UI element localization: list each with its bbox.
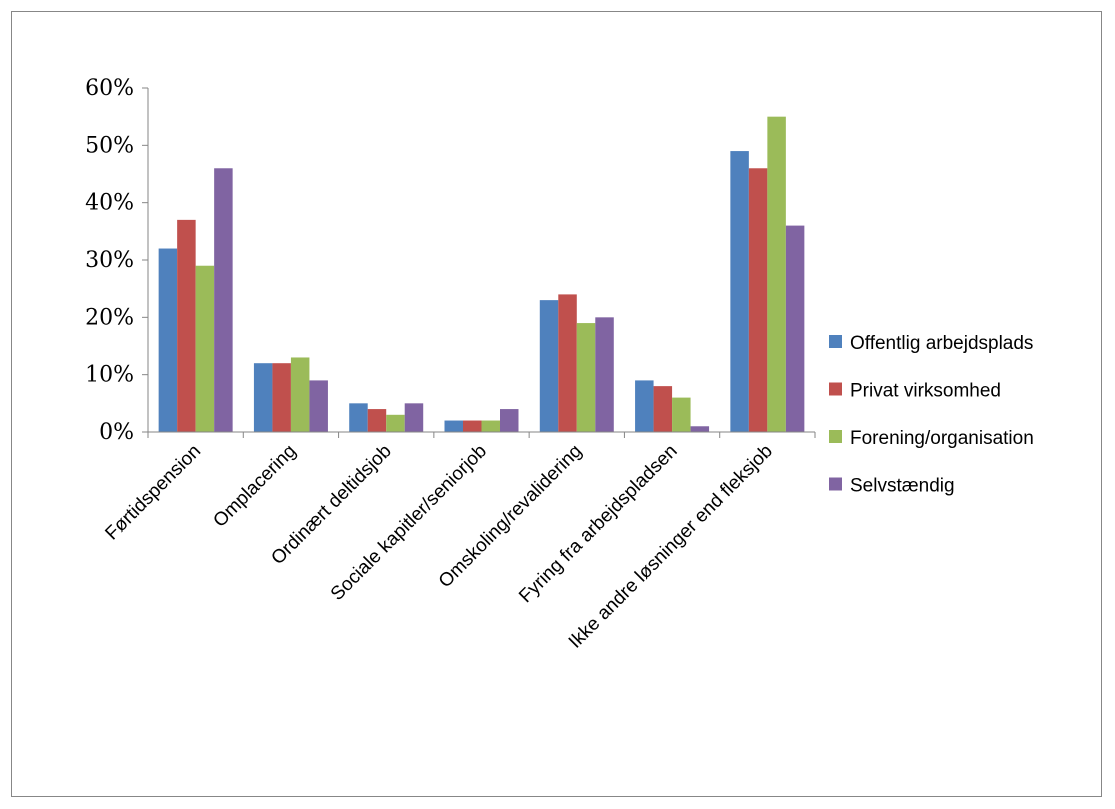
bar: [253, 363, 273, 432]
bar: [595, 317, 614, 432]
bar: [272, 363, 291, 432]
category-label: Fyring fra arbejdspladsen: [515, 441, 681, 607]
bar: [500, 409, 519, 432]
bar: [748, 168, 768, 432]
category-label: Omplacering: [209, 441, 300, 532]
bar: [309, 380, 328, 432]
bar: [653, 386, 673, 432]
y-tick-label: 20%: [85, 305, 134, 330]
bar: [404, 403, 424, 432]
bar: [576, 323, 596, 432]
bar: [195, 265, 215, 432]
legend-label: Forening/organisation: [850, 428, 1034, 449]
bar: [290, 357, 310, 432]
bar: [463, 420, 482, 432]
bar: [158, 248, 178, 432]
y-tick-label: 30%: [85, 248, 134, 273]
bar: [767, 116, 786, 433]
bar: [730, 151, 749, 432]
legend-swatch: [829, 382, 842, 396]
bar: [635, 380, 654, 432]
y-tick-label: 10%: [85, 363, 134, 388]
bar: [672, 397, 691, 432]
bar: [177, 219, 196, 432]
bar: [214, 168, 233, 432]
bar: [481, 420, 500, 432]
legend: Offentlig arbejdsplads Privat virksomhed F…: [829, 333, 1034, 497]
bar: [349, 403, 368, 432]
category-label: Ikke andre løsninger end fleksjob: [565, 441, 777, 653]
bars: [158, 116, 805, 433]
bar: [539, 300, 559, 432]
chart-frame: 0% 10% 20% 30% 40% 50% 60% Førtidspension Ompla…: [11, 11, 1102, 797]
legend-swatch: [829, 477, 842, 491]
legend-label: Privat virksomhed: [850, 381, 1001, 402]
legend-swatch: [829, 335, 842, 348]
legend-label: Offentlig arbejdsplads: [850, 333, 1033, 354]
bar: [785, 225, 805, 432]
y-axis: 0% 10% 20% 30% 40% 50% 60%: [85, 76, 149, 445]
bar-chart: 0% 10% 20% 30% 40% 50% 60% Førtidspension Ompla…: [85, 76, 1034, 653]
category-label: Sociale kapitler/seniorjob: [327, 441, 491, 605]
bar: [386, 414, 405, 432]
bar: [444, 420, 463, 432]
legend-label: Selvstændig: [850, 476, 955, 497]
bar: [690, 426, 710, 432]
bar: [367, 409, 387, 432]
y-tick-label: 0%: [99, 420, 134, 445]
legend-swatch: [829, 430, 842, 443]
category-label: Førtidspension: [101, 441, 205, 545]
y-tick-label: 60%: [85, 76, 134, 101]
y-tick-label: 40%: [85, 191, 134, 216]
y-tick-label: 50%: [85, 133, 134, 158]
bar: [558, 294, 577, 432]
